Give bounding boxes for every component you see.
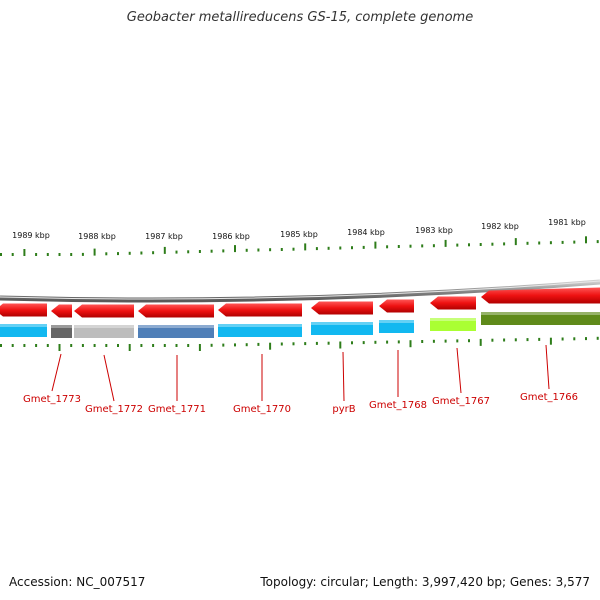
gene-label: Gmet_1771: [148, 404, 206, 415]
gene-label-leader: [456, 347, 462, 394]
genome-summary: Topology: circular; Length: 3,997,420 bp…: [260, 575, 590, 589]
accession-label: Accession: NC_007517: [9, 575, 146, 589]
scale-label: 1983 kbp: [415, 226, 453, 235]
cog-bar-highlight: [51, 325, 72, 328]
scale-label: 1986 kbp: [212, 232, 250, 241]
gene-arrow: [311, 301, 373, 315]
lower-tick-row: [0, 336, 599, 351]
cog-bar-highlight: [138, 325, 214, 328]
gene-label: Gmet_1772: [85, 404, 143, 415]
gene-label-leader: [103, 354, 115, 402]
scale-label: 1988 kbp: [78, 232, 116, 241]
cog-bar: [138, 325, 214, 338]
map-title: Geobacter metallireducens GS-15, complet…: [126, 10, 474, 25]
cog-bar-highlight: [311, 322, 373, 325]
gene-label: Gmet_1770: [233, 404, 291, 415]
gene-labels: Gmet_1773 Gmet_1772 Gmet_1771 Gmet_1770 pyrB…: [23, 344, 578, 415]
gene-arrow: [0, 303, 47, 317]
cog-bar-highlight: [379, 320, 414, 323]
cog-bar: [481, 312, 600, 325]
cog-bar: [51, 325, 72, 338]
cog-bar-highlight: [481, 312, 600, 315]
gene-label-leader: [51, 353, 62, 392]
cog-bars: [0, 312, 600, 338]
cog-bar: [0, 324, 47, 337]
cog-bar: [74, 325, 134, 338]
scale-label: 1985 kbp: [280, 230, 318, 239]
gene-label: pyrB: [332, 404, 355, 415]
scale-label: 1981 kbp: [548, 218, 586, 227]
gene-arrow: [379, 299, 414, 313]
cog-bar-highlight: [0, 324, 47, 327]
cog-bar-highlight: [430, 318, 476, 321]
cog-bar: [311, 322, 373, 335]
gene-label: Gmet_1766: [520, 392, 578, 403]
upper-tick-row: [0, 236, 599, 256]
backbone-highlight: [0, 280, 600, 300]
gene-arrow: [430, 296, 476, 310]
cog-bar: [218, 324, 302, 337]
gene-label: Gmet_1767: [432, 396, 490, 407]
cog-bar-highlight: [74, 325, 134, 328]
gene-arrow: [138, 304, 214, 318]
cog-bar: [379, 320, 414, 333]
cog-bar-highlight: [218, 324, 302, 327]
gene-label-leader: [342, 351, 345, 402]
scale-label: 1982 kbp: [481, 222, 519, 231]
gene-arrow: [481, 287, 600, 304]
scale-label: 1989 kbp: [12, 231, 50, 240]
gene-arrow: [74, 304, 134, 318]
gene-arrow: [51, 304, 72, 318]
scale-labels: 1989 kbp 1988 kbp 1987 kbp 1986 kbp 1985 kbp…: [12, 218, 586, 241]
gene-arrows: [0, 287, 600, 318]
scale-label: 1987 kbp: [145, 232, 183, 241]
gene-label-leader: [545, 344, 550, 390]
gene-arrow: [218, 303, 302, 317]
genome-backbone: [0, 279, 600, 303]
scale-label: 1984 kbp: [347, 228, 385, 237]
gene-label: Gmet_1773: [23, 394, 81, 405]
cog-bar: [430, 318, 476, 331]
gene-label: Gmet_1768: [369, 400, 427, 411]
